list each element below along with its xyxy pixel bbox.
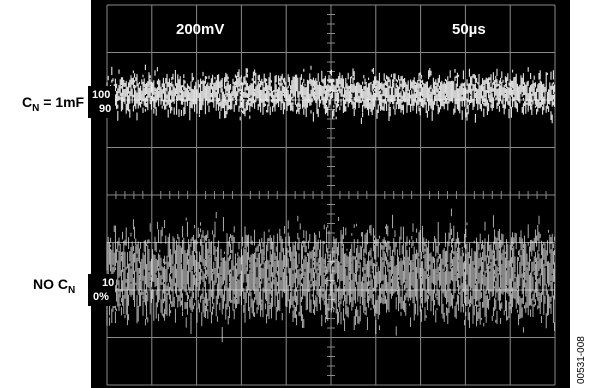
trace-top-marker-100: 100 [92,89,110,101]
time-per-div-readout: 50µs [452,21,486,38]
trace-top-label: CN = 1mF [22,94,85,114]
trace-top-label-main: C [22,94,32,110]
trace-bottom-label-main: NO C [33,276,68,292]
trace-bottom-marker-10: 10 [102,277,114,289]
trace-bottom-label-sub: N [68,285,75,296]
trace-top-label-suffix: = 1mF [39,94,84,110]
marker-bg-100 [88,86,115,118]
trace-bottom-marker-0pct: 0% [93,291,109,303]
figure-id: 00531-008 [576,336,587,384]
scope-graticule [106,4,556,386]
trace-top-label-sub: N [32,103,39,114]
trace-bottom-label: NO CN [33,276,75,296]
volts-per-div-readout: 200mV [176,21,224,38]
trace-top-marker-90: 90 [99,103,111,115]
marker-bg-10 [88,274,115,306]
